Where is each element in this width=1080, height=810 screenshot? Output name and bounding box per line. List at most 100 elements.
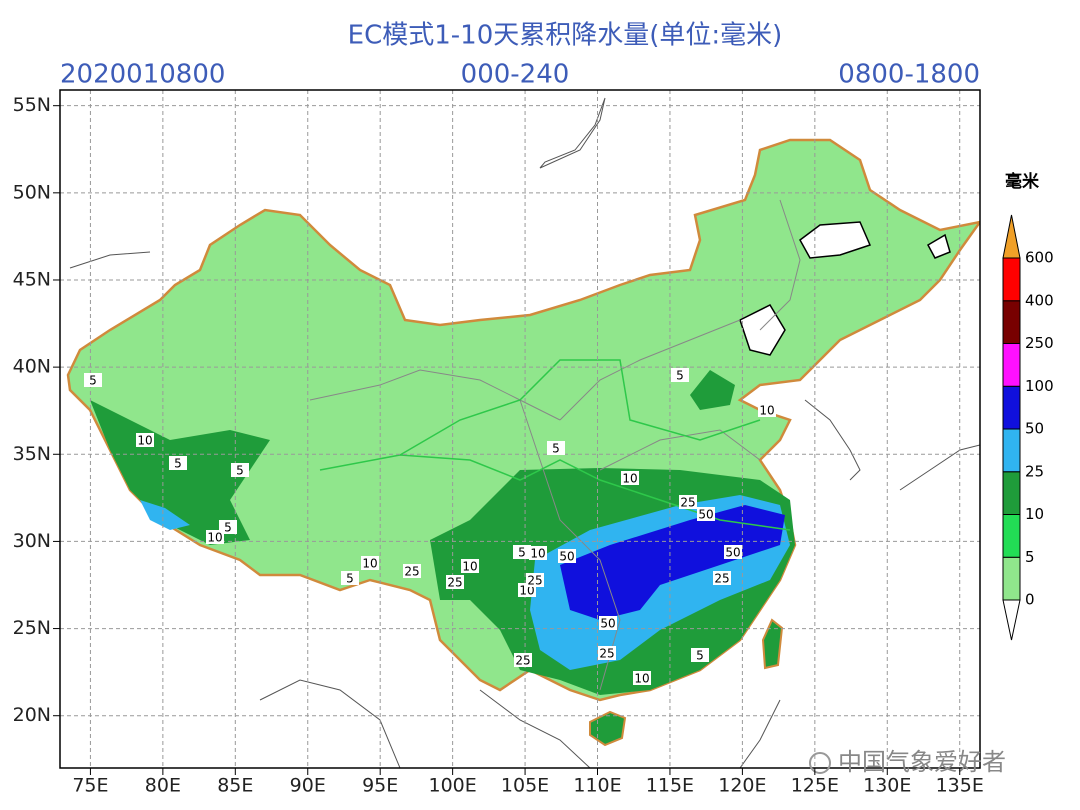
contour-label-bg — [671, 368, 689, 382]
title: EC模式1-10天累积降水量(单位:毫米) — [348, 21, 783, 51]
lon-tick-label: 115E — [646, 775, 694, 797]
contour-label-bg — [514, 653, 532, 667]
contour-label-bg — [621, 471, 639, 485]
colorbar-box — [1002, 300, 1021, 344]
lon-tick-label: 75E — [72, 775, 108, 797]
time-window: 0800-1800 — [838, 60, 980, 90]
lat-tick-label: 30N — [13, 530, 51, 552]
japan-coast — [899, 444, 980, 491]
korea-coast — [804, 399, 861, 481]
lat-tick-label: 20N — [13, 704, 51, 726]
lat-tick-label: 45N — [13, 268, 51, 290]
colorbar-box — [1002, 556, 1021, 601]
contour-label: 25 — [447, 576, 462, 590]
lon-tick-label: 90E — [290, 775, 326, 797]
contour-label-bg — [547, 441, 565, 455]
precip-shading — [90, 221, 951, 695]
contour-label: 50 — [600, 617, 615, 631]
init-time: 2020010800 — [60, 60, 225, 90]
border — [309, 369, 561, 421]
colorbar-box — [1002, 428, 1021, 473]
colorbar-box — [1002, 471, 1021, 515]
colorbar: 0 5 10 25 50 100 250 400 600 — [1002, 214, 1054, 641]
contour-label: 25 — [680, 496, 695, 510]
contour-label: 10 — [362, 557, 377, 571]
colorbar-label: 50 — [1025, 420, 1044, 438]
colorbar-unit: 毫米 — [1005, 171, 1040, 192]
contour-label-bg — [697, 507, 715, 521]
contour-label: 5 — [346, 572, 354, 586]
contour-label-bg — [231, 463, 249, 477]
lat-tick-label: 50N — [13, 181, 51, 203]
lon-tick-label: 125E — [791, 775, 839, 797]
precip-25-50 — [140, 500, 190, 530]
contour-label-bg — [598, 646, 616, 660]
map-frame — [59, 89, 981, 769]
contour-label: 5 — [174, 457, 182, 471]
contour-label-bg — [513, 545, 531, 559]
colorbar-label: 600 — [1025, 249, 1054, 267]
contour-label-bg — [758, 403, 776, 417]
lon-tick-label: 120E — [718, 775, 766, 797]
precip-10-25 — [690, 370, 735, 410]
contour-label: 5 — [552, 442, 560, 456]
contour-label-bg — [529, 546, 547, 560]
colorbar-label: 100 — [1025, 377, 1054, 395]
contour-label: 5 — [236, 464, 244, 478]
contour-label-bg — [461, 559, 479, 573]
contour-label-bg — [679, 495, 697, 509]
contour-label: 50 — [725, 546, 740, 560]
contour-label-bg — [724, 545, 742, 559]
precip-50-100 — [560, 505, 785, 620]
lon-tick-label: 105E — [501, 775, 549, 797]
border — [519, 399, 621, 691]
border — [259, 679, 401, 768]
lat-tick-label: 25N — [13, 617, 51, 639]
lon-tick-label: 80E — [145, 775, 181, 797]
lon-tick-label: 95E — [362, 775, 398, 797]
contour-label: 5 — [89, 374, 97, 388]
contour-label: 25 — [714, 572, 729, 586]
lon-tick-label: 130E — [863, 775, 911, 797]
taiwan — [761, 618, 784, 670]
colorbar-box — [1002, 257, 1021, 302]
precip-below-0 — [739, 304, 786, 356]
contour-label: 5 — [696, 649, 704, 663]
contour-label: 5 — [224, 521, 232, 535]
lon-tick-label: 135E — [936, 775, 984, 797]
colorbar-box — [1002, 385, 1021, 430]
precip-below-0 — [926, 233, 951, 259]
contour-label-bg — [84, 373, 102, 387]
contour-label: 25 — [599, 647, 614, 661]
contour-label: 50 — [698, 508, 713, 522]
colorbar-label: 5 — [1025, 548, 1035, 566]
contour-label-bg — [341, 571, 359, 585]
hainan — [589, 710, 627, 747]
philippines — [739, 699, 781, 768]
colorbar-above — [1002, 214, 1021, 259]
contour-label-bg — [169, 456, 187, 470]
contour-label: 25 — [404, 565, 419, 579]
contour-label: 10 — [137, 434, 152, 448]
colorbar-label: 10 — [1025, 505, 1044, 523]
contour-label: 10 — [207, 531, 222, 545]
contour-label-bg — [361, 556, 379, 570]
watermark: 中国气象爱好者 — [809, 748, 1006, 776]
contour-label: 10 — [462, 560, 477, 574]
border — [599, 429, 761, 471]
border — [69, 251, 151, 269]
grid — [60, 90, 980, 768]
lat-tick-label: 35N — [13, 443, 51, 465]
colorbar-box — [1002, 343, 1021, 387]
colorbar-label: 0 — [1025, 591, 1035, 609]
contour-label-bg — [599, 616, 617, 630]
contour-label: 10 — [634, 672, 649, 686]
contour-label-bg — [691, 648, 709, 662]
contour-label-bg — [136, 433, 154, 447]
forecast-range: 000-240 — [461, 60, 570, 90]
lon-tick-label: 110E — [573, 775, 621, 797]
contour-label-bg — [403, 564, 421, 578]
contour-label-bg — [526, 573, 544, 587]
